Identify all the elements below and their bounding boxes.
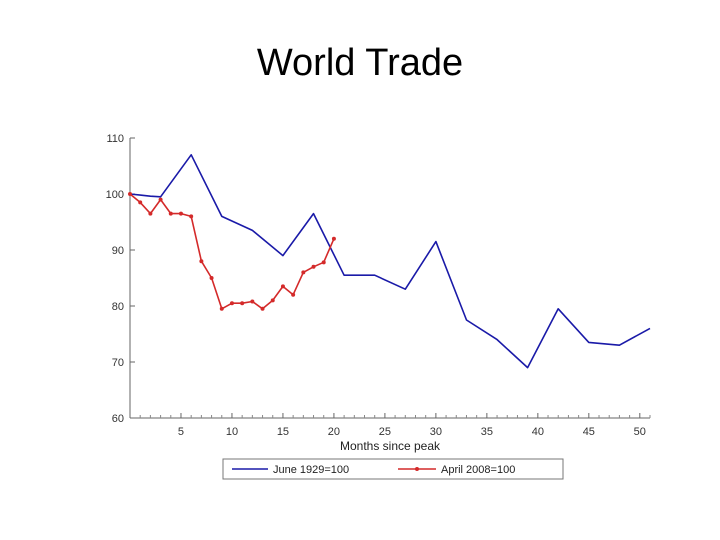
series-2-point: [301, 270, 306, 275]
y-tick-label: 70: [112, 357, 124, 369]
chart-legend: June 1929=100 April 2008=100: [222, 458, 564, 480]
x-tick-label: 25: [379, 426, 391, 438]
series-2-point: [209, 276, 214, 280]
series-2-point: [128, 192, 132, 196]
y-tick-label: 90: [112, 245, 124, 257]
series-2-point: [138, 200, 143, 205]
series-2-point: [168, 211, 173, 216]
series-2-point: [189, 214, 194, 219]
x-tick-label: 50: [634, 426, 646, 438]
y-tick-label: 80: [112, 301, 124, 313]
slide-title: World Trade: [256, 42, 464, 84]
series-2-point: [280, 284, 285, 289]
series-2-point: [158, 197, 163, 202]
y-tick-label: 100: [106, 189, 124, 201]
series-2-point: [219, 306, 224, 311]
series-2-point: [148, 211, 153, 216]
x-tick-label: 30: [430, 426, 442, 438]
series-2-point: [331, 236, 336, 241]
chart-axes: 60 70 80 90 100 110 5 10 15 20 25 30 35 40 45 50: [106, 133, 651, 438]
series-line-1: [129, 154, 651, 369]
series-2-point: [291, 292, 296, 297]
legend-label-2: April 2008=100: [441, 464, 515, 476]
legend-marker-2: [415, 467, 419, 471]
series-2-point: [311, 264, 316, 269]
chart-series: [128, 154, 651, 369]
series-line-2: [129, 193, 335, 310]
x-tick-label: 10: [226, 426, 238, 438]
x-tick-label: 15: [277, 426, 289, 438]
x-tick-label: 45: [583, 426, 595, 438]
series-2-point: [229, 301, 234, 306]
x-tick-label: 20: [328, 426, 340, 438]
series-2-point: [270, 298, 275, 303]
legend-box: [222, 458, 564, 480]
series-2-point: [321, 260, 326, 265]
x-tick-label: 40: [532, 426, 544, 438]
series-2-point: [260, 306, 265, 311]
x-tick-label: 5: [178, 426, 184, 438]
series-2-point: [240, 301, 245, 306]
series-2-point: [250, 299, 255, 304]
y-tick-label: 60: [112, 413, 124, 425]
x-tick-label: 35: [481, 426, 493, 438]
series-2-point: [178, 211, 183, 216]
y-tick-label: 110: [106, 133, 124, 145]
x-axis-label: Months since peak: [340, 439, 441, 453]
legend-label-1: June 1929=100: [273, 464, 349, 476]
series-2-point: [199, 259, 204, 264]
